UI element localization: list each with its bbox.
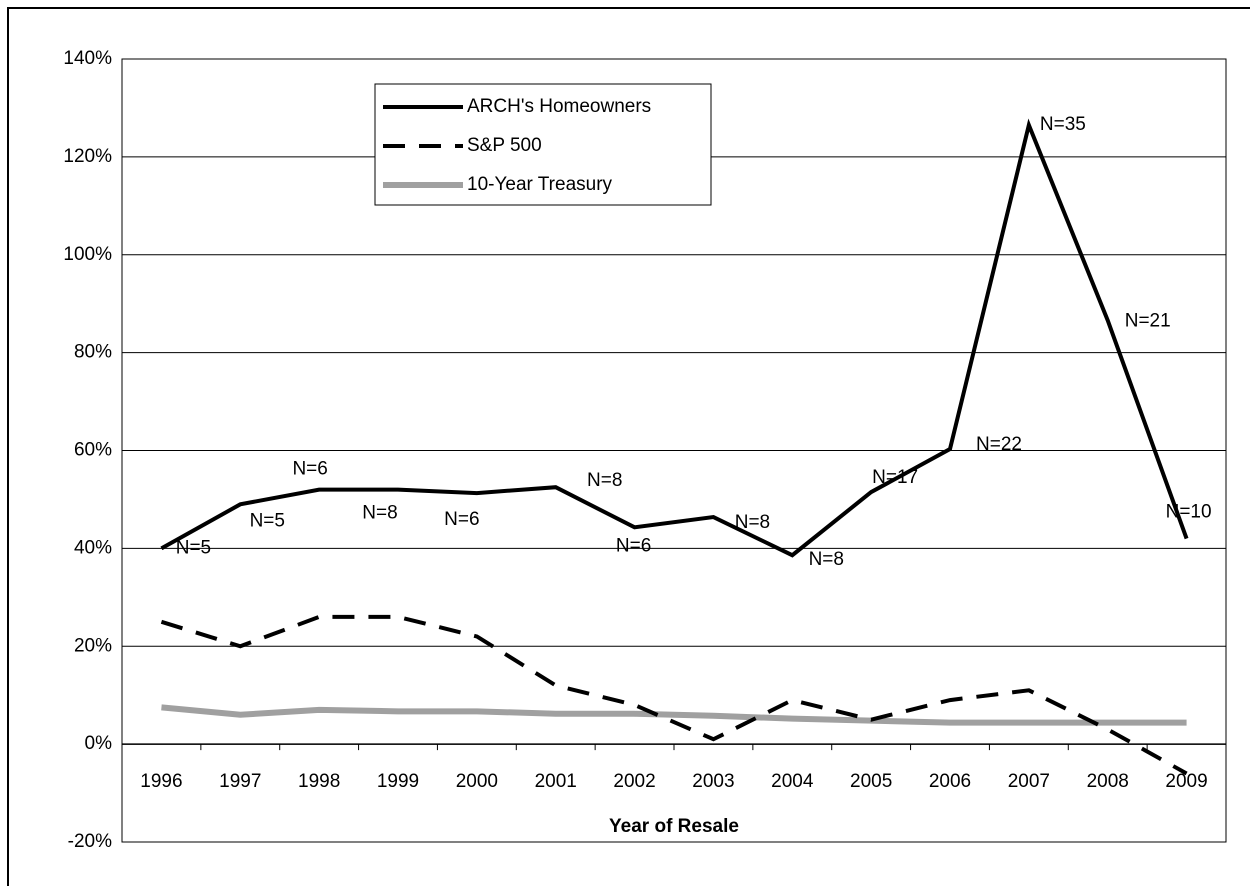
y-tick-label: 140% (63, 48, 112, 69)
point-label: N=8 (809, 549, 844, 570)
plot-frame (121, 58, 1227, 843)
point-label: N=5 (250, 510, 285, 531)
y-tick-label: 100% (63, 244, 112, 265)
series-line (161, 704, 1187, 726)
x-tick-label: 1996 (140, 771, 182, 792)
point-label: N=21 (1125, 310, 1171, 331)
point-label: N=8 (735, 512, 770, 533)
y-tick-label: -20% (68, 831, 112, 852)
y-tick-label: 40% (74, 537, 112, 558)
y-tick-label: 120% (63, 146, 112, 167)
x-tick-label: 2009 (1165, 771, 1207, 792)
point-label: N=6 (292, 459, 327, 480)
point-label: N=8 (362, 503, 397, 524)
x-tick-label: 2003 (692, 771, 734, 792)
series-line (160, 118, 1189, 558)
point-label: N=8 (587, 470, 622, 491)
x-tick-label: 1999 (377, 771, 419, 792)
x-axis-title: Year of Resale (609, 816, 739, 837)
point-label: N=35 (1040, 114, 1086, 135)
x-tick-label: 1997 (219, 771, 261, 792)
point-label: N=17 (872, 467, 918, 488)
x-tick-label: 2008 (1087, 771, 1129, 792)
y-tick-label: 0% (85, 733, 113, 754)
y-tick-label: 20% (74, 635, 112, 656)
y-tick-label: 60% (74, 440, 112, 461)
point-label: N=6 (616, 535, 651, 556)
x-tick-label: 2000 (456, 771, 498, 792)
x-tick-label: 2005 (850, 771, 892, 792)
x-tick-label: 2001 (535, 771, 577, 792)
x-tick-label: 2006 (929, 771, 971, 792)
x-tick-label: 2002 (613, 771, 655, 792)
series-line (160, 614, 1188, 776)
frame (7, 7, 1250, 891)
point-label: N=10 (1166, 502, 1212, 523)
legend-label: 10-Year Treasury (467, 174, 613, 195)
point-label: N=22 (976, 434, 1022, 455)
x-tick-label: 1998 (298, 771, 340, 792)
y-tick-label: 80% (74, 342, 112, 363)
point-label: N=6 (444, 509, 479, 530)
legend-label: ARCH's Homeowners (467, 96, 651, 117)
x-tick-label: 2004 (771, 771, 814, 792)
point-label: N=5 (176, 537, 211, 558)
legend-label: S&P 500 (467, 135, 542, 156)
x-tick-label: 2007 (1008, 771, 1050, 792)
